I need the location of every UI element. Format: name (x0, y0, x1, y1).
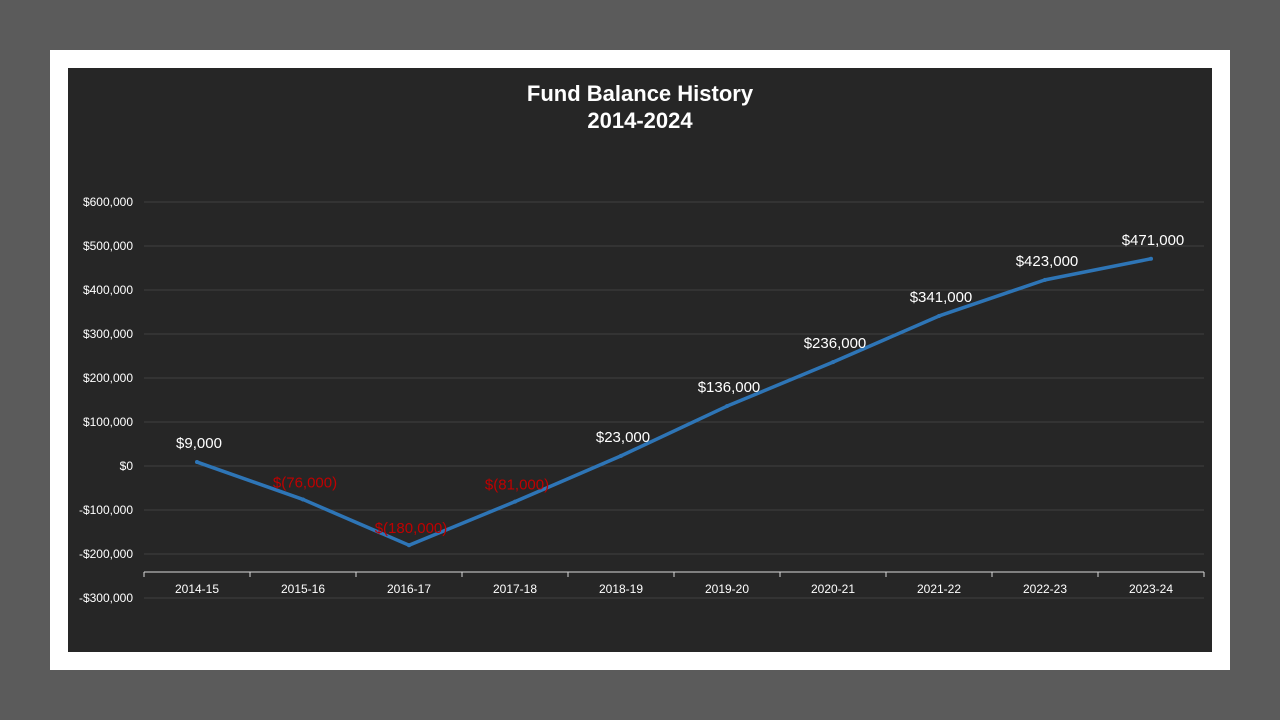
data-point (619, 453, 623, 458)
data-label: $(180,000) (375, 520, 448, 537)
data-point (937, 313, 941, 318)
y-tick-label: $500,000 (83, 239, 133, 253)
chart-area (68, 68, 1212, 652)
data-point (195, 460, 199, 465)
data-point (725, 404, 729, 409)
data-labels: $9,000 $(76,000) $(180,000) $(81,000) $23,00… (176, 232, 1184, 537)
x-tick-label: 2019-20 (705, 582, 749, 596)
chart-subtitle: 2014-2024 (587, 108, 693, 133)
y-tick-label: -$200,000 (79, 547, 133, 561)
x-axis-ticks: 2014-15 2015-16 2016-17 2017-18 2018-19 2019-… (175, 582, 1173, 596)
y-tick-label: -$300,000 (79, 591, 133, 605)
chart-title-block: Fund Balance History 2014-2024 (68, 80, 1212, 134)
data-point (831, 360, 835, 365)
x-axis (143, 571, 1205, 577)
data-point (513, 499, 517, 504)
y-tick-label: -$100,000 (79, 503, 133, 517)
x-tick-label: 2021-22 (917, 582, 961, 596)
y-tick-label: $400,000 (83, 283, 133, 297)
y-tick-label: $600,000 (83, 195, 133, 209)
data-label: $341,000 (910, 289, 973, 306)
data-label: $9,000 (176, 435, 222, 452)
gridlines (144, 201, 1204, 599)
series (195, 256, 1153, 548)
data-label: $(76,000) (273, 474, 337, 491)
y-axis-ticks: $600,000 $500,000 $400,000 $300,000 $200,000… (79, 195, 133, 605)
x-tick-label: 2017-18 (493, 582, 537, 596)
chart-title: Fund Balance History (526, 81, 754, 106)
x-tick-label: 2023-24 (1129, 582, 1173, 596)
x-tick-label: 2018-19 (599, 582, 643, 596)
x-tick-label: 2016-17 (387, 582, 431, 596)
y-tick-label: $100,000 (83, 415, 133, 429)
data-label: $136,000 (698, 379, 761, 396)
y-tick-label: $200,000 (83, 371, 133, 385)
x-tick-label: 2020-21 (811, 582, 855, 596)
x-tick-label: 2015-16 (281, 582, 325, 596)
data-label: $471,000 (1122, 232, 1185, 249)
y-tick-label: $0 (120, 459, 134, 473)
x-tick-label: 2014-15 (175, 582, 219, 596)
data-label: $(81,000) (485, 477, 549, 494)
data-point (1043, 277, 1047, 282)
x-tick-label: 2022-23 (1023, 582, 1067, 596)
data-label: $423,000 (1016, 253, 1079, 270)
data-point (407, 543, 411, 548)
y-tick-label: $300,000 (83, 327, 133, 341)
data-point (301, 497, 305, 502)
series-line (195, 257, 1153, 547)
data-point (1149, 256, 1153, 261)
data-label: $236,000 (804, 335, 867, 352)
data-label: $23,000 (596, 429, 650, 446)
